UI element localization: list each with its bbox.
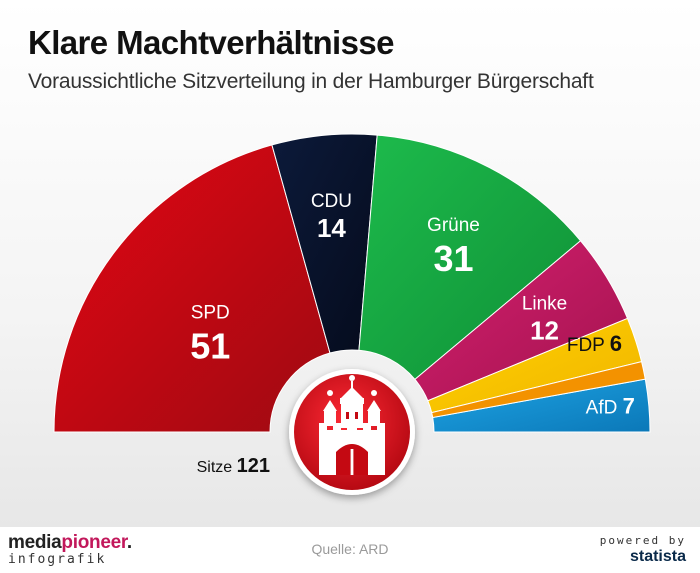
label-group-afd: AfD 7 [586, 394, 635, 419]
label-cdu: CDU [311, 191, 352, 212]
label-gruene: Grüne [427, 215, 480, 236]
slice-accent-band [431, 361, 646, 419]
castle-icon [319, 375, 385, 475]
brand-subtitle: infografik [8, 552, 107, 567]
value-gruene: 31 [433, 238, 473, 279]
label-spd: SPD [191, 302, 230, 323]
value-afd: 7 [623, 394, 635, 419]
total-seats: Sitze 121 [197, 455, 270, 477]
label-linke: Linke [522, 294, 567, 315]
value-linke: 12 [530, 316, 559, 346]
statista-wordmark: statista [629, 548, 686, 565]
page-title: Klare Machtverhältnisse [28, 24, 394, 61]
value-spd: 51 [190, 325, 230, 366]
source-note: Quelle: ARD [311, 541, 389, 557]
value-fdp: 6 [610, 331, 622, 356]
page-subtitle: Voraussichtliche Sitzverteilung in der H… [28, 70, 594, 93]
label-afd: AfD [586, 398, 623, 419]
total-value: 121 [237, 455, 270, 477]
slice-gruene [358, 134, 582, 381]
brand-wordmark: mediapioneer. [8, 532, 132, 553]
slice-afd [432, 378, 651, 433]
chart-segments [53, 133, 651, 433]
label-fdp: FDP [567, 335, 610, 356]
brand-logo: mediapioneer. infografik [8, 533, 158, 568]
statista-badge[interactable]: powered by statista [600, 534, 686, 566]
value-cdu: 14 [317, 213, 346, 243]
footer [0, 527, 700, 573]
label-group-fdp: FDP 6 [567, 331, 622, 356]
powered-by-label: powered by [599, 534, 686, 547]
slice-spd [53, 144, 331, 433]
total-label: Sitze [197, 459, 237, 476]
